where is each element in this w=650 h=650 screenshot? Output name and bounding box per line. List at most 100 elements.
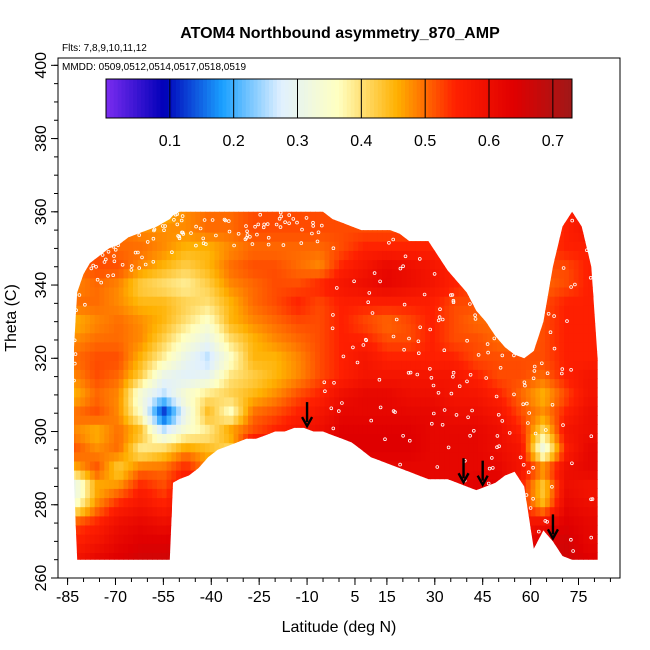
heatmap-cell [123, 211, 129, 215]
heatmap-cell [137, 451, 144, 462]
heatmap-cell [372, 524, 378, 535]
heatmap-cell [549, 460, 556, 471]
heatmap-cell [353, 451, 359, 462]
heatmap-cell [501, 332, 508, 343]
heatmap-cell [271, 332, 278, 343]
heatmap-cell [598, 534, 603, 544]
sample-point [334, 286, 339, 290]
heatmap-cell [257, 497, 263, 508]
heatmap-cell [406, 534, 412, 544]
sample-point [340, 401, 344, 405]
heatmap-cell [578, 213, 584, 224]
heatmap-cell [482, 534, 489, 544]
heatmap-cell [344, 562, 349, 572]
sample-point [571, 549, 575, 553]
heatmap-cell [477, 231, 484, 242]
heatmap-cell [74, 213, 77, 224]
heatmap-cell [554, 241, 560, 251]
heatmap-cell [329, 250, 335, 261]
heatmap-cell [166, 534, 172, 544]
heatmap-cell [449, 433, 455, 444]
sample-point [133, 250, 138, 255]
heatmap-cell [267, 396, 273, 407]
heatmap-cell [248, 562, 253, 572]
heatmap-cell [578, 396, 584, 407]
heatmap-cell [358, 314, 364, 325]
heatmap-cell [295, 534, 302, 544]
heatmap-cell [439, 506, 445, 517]
heatmap-cell [473, 378, 479, 389]
heatmap-cell [382, 524, 388, 535]
heatmap-cell [578, 470, 584, 480]
heatmap-cell [444, 387, 450, 398]
heatmap-cell [372, 241, 378, 251]
heatmap-cell [367, 259, 374, 270]
heatmap-cell [487, 222, 493, 233]
heatmap-cell [511, 241, 517, 251]
heatmap-cell [382, 241, 388, 251]
heatmap-cell [497, 213, 503, 224]
heatmap-cell [401, 433, 407, 444]
heatmap-cell [391, 286, 398, 297]
heatmap-cell [319, 241, 326, 251]
heatmap-cell [430, 341, 436, 352]
heatmap-cell [578, 332, 584, 343]
heatmap-cell [343, 451, 350, 462]
heatmap-cell [454, 552, 460, 560]
heatmap-cell [271, 515, 278, 526]
heatmap-cell [339, 415, 345, 425]
heatmap-cell [142, 277, 148, 288]
heatmap-cell [85, 332, 91, 343]
heatmap-cell [382, 351, 388, 361]
heatmap-cell [415, 405, 421, 416]
heatmap-cell [319, 231, 326, 242]
heatmap-cell [267, 387, 273, 398]
heatmap-cell [444, 231, 450, 242]
heatmap-cell [224, 515, 230, 526]
heatmap-cell [200, 515, 206, 526]
heatmap-cell [257, 241, 263, 251]
heatmap-cell [243, 460, 249, 471]
heatmap-cell [329, 314, 335, 325]
heatmap-cell [516, 506, 522, 517]
heatmap-cell [358, 442, 364, 453]
heatmap-cell [281, 213, 287, 224]
heatmap-cell [516, 222, 522, 233]
heatmap-cell [444, 396, 450, 407]
heatmap-cell [578, 211, 584, 215]
heatmap-cell [200, 562, 205, 572]
heatmap-cell [415, 332, 421, 343]
heatmap-cell [535, 415, 541, 425]
heatmap-cell [592, 552, 598, 560]
heatmap-cell [286, 460, 292, 471]
heatmap-cell [372, 332, 378, 343]
heatmap-cell [271, 424, 278, 434]
heatmap-cell [99, 534, 105, 544]
heatmap-cell [257, 405, 263, 416]
heatmap-cell [291, 534, 297, 544]
heatmap-cell [540, 250, 546, 261]
sample-point [569, 367, 573, 372]
heatmap-cell [80, 396, 86, 407]
heatmap-cell [133, 231, 139, 242]
heatmap-cell [109, 460, 115, 471]
heatmap-cell [142, 323, 148, 334]
heatmap-cell [468, 360, 474, 370]
heatmap-cell [329, 332, 335, 343]
heatmap-cell [133, 543, 139, 553]
heatmap-cell [439, 369, 445, 380]
heatmap-cell [568, 277, 575, 288]
heatmap-cell [113, 433, 120, 444]
heatmap-cell [257, 415, 263, 425]
heatmap-cell [568, 552, 575, 560]
heatmap-cell [128, 442, 134, 453]
sample-point [311, 220, 315, 225]
heatmap-cell [267, 277, 273, 288]
heatmap-cell [248, 451, 254, 462]
heatmap-cell [401, 479, 407, 489]
sample-point [99, 280, 103, 285]
heatmap-cell [406, 470, 412, 480]
heatmap-cell [386, 470, 393, 480]
heatmap-cell [348, 378, 354, 389]
heatmap-cell [454, 524, 460, 535]
